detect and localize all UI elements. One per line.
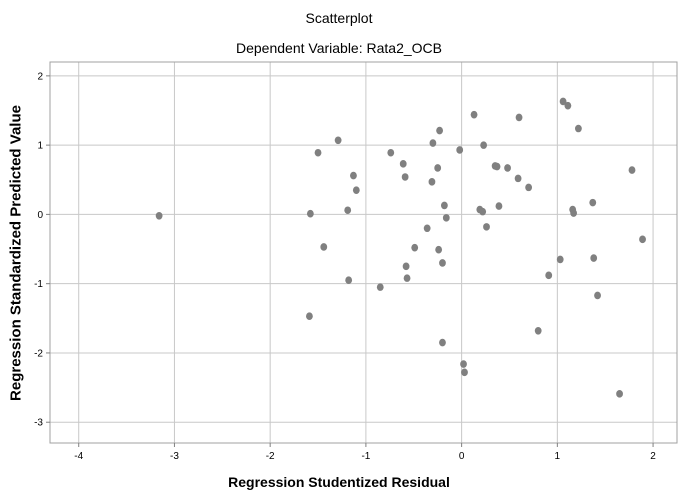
x-tick-label: -2 xyxy=(266,451,275,462)
data-point xyxy=(589,198,597,207)
data-point xyxy=(320,243,328,251)
plot-frame xyxy=(49,61,678,444)
data-point xyxy=(429,139,437,147)
data-point xyxy=(628,166,636,174)
data-point xyxy=(423,224,431,233)
data-point xyxy=(436,126,444,135)
data-point xyxy=(559,97,567,106)
data-point xyxy=(440,201,448,210)
y-tick-label: -1 xyxy=(34,279,43,290)
data-point xyxy=(306,209,314,218)
x-tick-label: -1 xyxy=(361,451,370,462)
data-point xyxy=(435,245,443,254)
data-points xyxy=(155,97,646,398)
data-point xyxy=(345,276,353,285)
x-tick-label: 0 xyxy=(459,451,465,462)
data-point xyxy=(545,271,553,280)
data-point xyxy=(483,223,490,231)
data-point xyxy=(480,141,488,149)
y-tick-label: 1 xyxy=(37,141,43,152)
chart-title: Scatterplot xyxy=(305,10,373,26)
grid-lines xyxy=(50,62,677,443)
x-axis-label: Regression Studentized Residual xyxy=(228,474,450,490)
data-point xyxy=(495,202,503,210)
x-tick-label: 1 xyxy=(555,451,561,462)
data-point xyxy=(411,243,419,252)
data-point xyxy=(376,283,384,291)
axis-ticks: -4 -3 -2 -1 0 1 2 2 1 0 -1 -2 -3 xyxy=(34,71,656,462)
data-point xyxy=(399,160,407,168)
data-point xyxy=(401,173,409,181)
data-point xyxy=(493,162,501,171)
data-point xyxy=(515,113,523,122)
data-point xyxy=(461,368,468,377)
data-point xyxy=(434,164,442,172)
y-tick-label: 2 xyxy=(37,71,43,82)
data-point xyxy=(439,259,446,267)
data-point xyxy=(639,235,646,244)
data-point xyxy=(556,255,564,264)
x-tick-label: 2 xyxy=(650,451,656,462)
data-point xyxy=(470,110,478,119)
data-point xyxy=(525,183,533,192)
data-point xyxy=(334,136,342,145)
data-point xyxy=(402,262,410,271)
data-point xyxy=(350,171,357,180)
data-point xyxy=(504,164,511,172)
data-point xyxy=(155,211,163,220)
data-point xyxy=(514,174,522,183)
data-point xyxy=(479,207,487,216)
data-point xyxy=(570,209,578,217)
data-point xyxy=(314,148,322,157)
data-point xyxy=(387,148,395,157)
data-point xyxy=(428,178,436,186)
data-point xyxy=(456,146,464,154)
data-point xyxy=(564,101,572,110)
data-point xyxy=(306,312,313,321)
data-point xyxy=(460,360,467,368)
data-point xyxy=(534,326,542,335)
data-point xyxy=(403,274,411,282)
data-point xyxy=(594,291,601,300)
data-point xyxy=(616,390,623,398)
data-point xyxy=(439,338,446,347)
data-point xyxy=(344,206,352,215)
data-point xyxy=(352,186,360,194)
data-point xyxy=(442,214,450,222)
data-point xyxy=(575,124,582,133)
x-tick-label: -3 xyxy=(170,451,179,462)
y-tick-label: -2 xyxy=(34,348,43,359)
y-tick-label: 0 xyxy=(37,210,43,221)
data-point xyxy=(590,254,598,262)
y-tick-label: -3 xyxy=(34,418,43,429)
chart-subtitle: Dependent Variable: Rata2_OCB xyxy=(236,40,442,56)
x-tick-label: -4 xyxy=(74,451,83,462)
